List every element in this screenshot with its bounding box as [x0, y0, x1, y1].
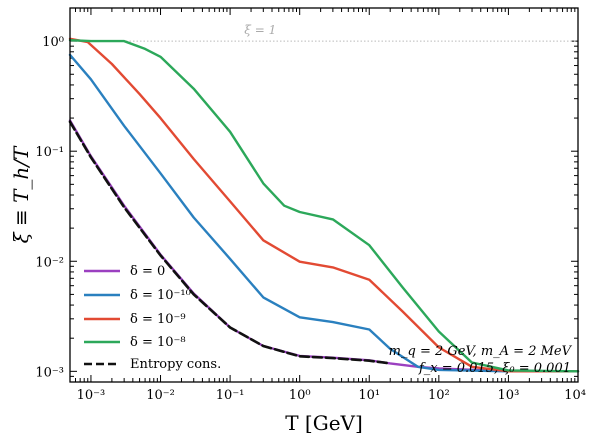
x-tick-label: 10³	[498, 388, 520, 403]
y-tick-label: 10⁻²	[35, 255, 64, 270]
x-tick-label: 10⁻²	[146, 388, 175, 403]
legend-label-delta-1e-8: δ = 10⁻⁸	[130, 335, 186, 350]
y-tick-label: 10⁰	[42, 35, 64, 50]
y-axis-title: ξ ≡ T_h/T	[9, 145, 33, 243]
legend-label-delta-1e-9: δ = 10⁻⁹	[130, 312, 186, 327]
x-tick-label: 10²	[428, 388, 450, 403]
reference-line-label: ξ = 1	[244, 23, 276, 37]
series-line-4	[68, 120, 392, 365]
ticks-layer: 10⁻³ 10⁻² 10⁻¹ 10⁰ 10¹ 10² 10³ 10⁴ 10⁻³ 10⁻² 10⁻¹ 1…	[35, 7, 586, 403]
parameter-annotation-line-2: f_x = 0.015, ξ₀ = 0.001	[418, 361, 571, 376]
series-line-2	[68, 37, 580, 373]
x-tick-label: 10⁻¹	[216, 388, 245, 403]
x-axis-title: T [GeV]	[285, 411, 363, 435]
legend-label-delta-1e-10: δ = 10⁻¹⁰	[130, 288, 191, 303]
parameter-annotation-line-1: m_q = 2 GeV, m_A = 2 MeV	[389, 344, 573, 359]
x-tick-label: 10⁰	[289, 388, 311, 403]
legend: δ = 0 δ = 10⁻¹⁰ δ = 10⁻⁹ δ = 10⁻⁸ Entrop…	[84, 264, 221, 372]
series-layer	[68, 37, 580, 373]
y-tick-label: 10⁻³	[35, 365, 64, 380]
series-line-3	[68, 39, 580, 373]
x-tick-label: 10⁻³	[77, 388, 106, 403]
legend-label-entropy-cons: Entropy cons.	[130, 357, 221, 372]
series-line-1	[68, 53, 580, 373]
legend-label-delta-0: δ = 0	[130, 264, 165, 279]
y-tick-label: 10⁻¹	[35, 145, 64, 160]
plot-frame	[69, 7, 579, 383]
x-tick-label: 10¹	[358, 388, 380, 403]
x-tick-label: 10⁴	[564, 388, 586, 403]
